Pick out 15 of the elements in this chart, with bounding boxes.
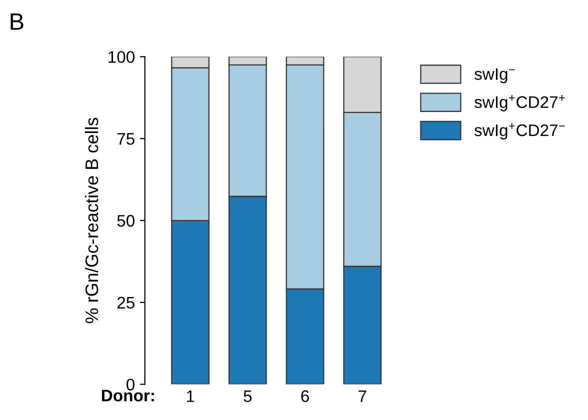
y-tick-label: 75	[117, 133, 134, 145]
text: B	[10, 13, 24, 30]
y-tick-label: 100	[108, 51, 134, 63]
y-tick-label: 50	[117, 214, 134, 227]
x-tick-label: 7	[358, 390, 366, 402]
legend-label: swIg$^{+}$CD27$^{+}$	[474, 94, 565, 112]
x-tick-label: 5	[244, 390, 252, 402]
y-axis-title: % rGn/Gc-reactive B cells	[84, 118, 98, 324]
legend-label: swIg$^{+}$CD27$^{−}$	[474, 123, 565, 140]
legend-label: swIg$^{−}$	[474, 68, 515, 84]
x-tick-label: 6	[301, 390, 309, 402]
y-tick-label: 25	[117, 296, 134, 309]
y-tick-label: 0	[126, 378, 134, 391]
x-tick-label: 1	[186, 390, 194, 402]
x-axis-title: Donor:	[102, 390, 154, 402]
